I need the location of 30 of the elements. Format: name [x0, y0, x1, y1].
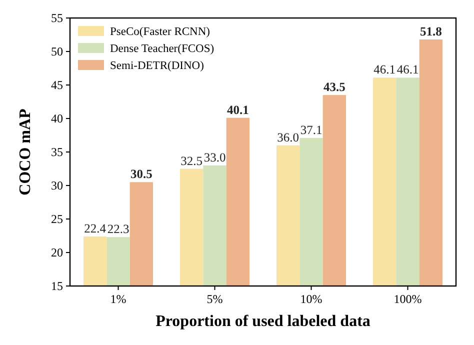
x-axis-title: Proportion of used labeled data: [156, 313, 370, 330]
y-tick-label: 25: [51, 212, 63, 226]
data-label: 33.0: [204, 150, 226, 164]
data-label: 32.5: [180, 154, 203, 168]
y-tick-label: 55: [51, 11, 63, 26]
data-label: 37.1: [300, 122, 322, 137]
x-tick-label: 1%: [110, 292, 126, 306]
x-tick-label: 5%: [206, 292, 223, 306]
data-label: 46.1: [396, 62, 419, 77]
data-label: 51.8: [420, 24, 442, 38]
legend-label: Semi-DETR(DINO): [110, 60, 204, 72]
y-tick-label: 30: [51, 178, 63, 193]
y-tick-label: 15: [51, 279, 63, 294]
y-tick-label: 45: [51, 78, 63, 92]
y-tick-label: 50: [51, 44, 63, 59]
data-label: 36.0: [277, 130, 300, 144]
x-tick-label: 100%: [394, 292, 422, 306]
x-tick-label: 10%: [300, 292, 322, 306]
data-label: 30.5: [130, 167, 152, 182]
y-axis-title: COCO mAP: [17, 108, 34, 196]
y-tick-label: 35: [51, 145, 63, 160]
data-label: 22.3: [107, 222, 130, 236]
data-label: 22.4: [84, 221, 107, 236]
legend-label: Dense Teacher(FCOS): [110, 43, 214, 55]
y-tick-label: 20: [51, 246, 63, 260]
y-tick-label: 40: [51, 112, 63, 126]
data-label: 40.1: [226, 102, 249, 117]
data-label: 46.1: [374, 62, 396, 77]
data-label: 43.5: [323, 80, 346, 94]
legend-label: PseCo(Faster RCNN): [110, 26, 210, 38]
